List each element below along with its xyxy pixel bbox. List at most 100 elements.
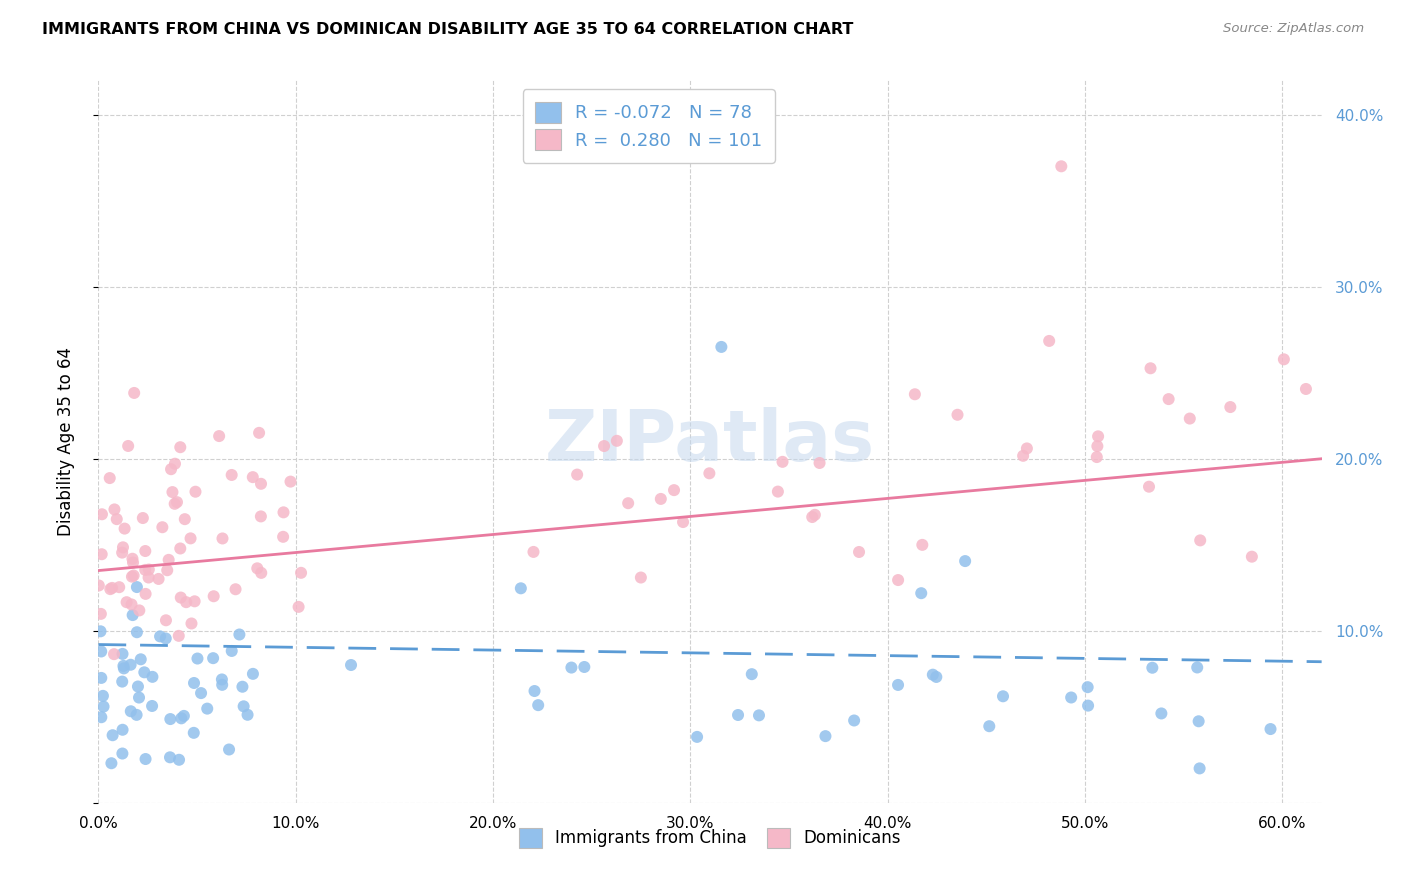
- Point: [1038, 334, 1060, 348]
- Point: [236, 707, 259, 722]
- Point: [1142, 661, 1164, 675]
- Point: [111, 723, 134, 737]
- Point: [686, 730, 709, 744]
- Point: [710, 340, 733, 354]
- Point: [560, 660, 582, 674]
- Point: [1178, 411, 1201, 425]
- Point: [228, 627, 250, 641]
- Point: [163, 497, 186, 511]
- Point: [91, 689, 114, 703]
- Point: [122, 556, 145, 570]
- Point: [112, 659, 135, 673]
- Point: [103, 647, 125, 661]
- Point: [90, 671, 112, 685]
- Point: [111, 747, 134, 761]
- Point: [167, 753, 190, 767]
- Text: Source: ZipAtlas.com: Source: ZipAtlas.com: [1223, 22, 1364, 36]
- Point: [741, 667, 763, 681]
- Point: [925, 670, 948, 684]
- Point: [167, 629, 190, 643]
- Point: [157, 553, 180, 567]
- Point: [132, 511, 155, 525]
- Point: [186, 651, 208, 665]
- Point: [122, 568, 145, 582]
- Point: [565, 467, 588, 482]
- Point: [250, 566, 273, 580]
- Point: [1139, 361, 1161, 376]
- Point: [183, 594, 205, 608]
- Point: [173, 709, 195, 723]
- Point: [280, 475, 302, 489]
- Point: [1050, 159, 1073, 173]
- Point: [1012, 449, 1035, 463]
- Point: [218, 742, 240, 756]
- Point: [1087, 429, 1109, 443]
- Point: [111, 674, 134, 689]
- Point: [290, 566, 312, 580]
- Point: [98, 582, 121, 596]
- Point: [105, 512, 128, 526]
- Point: [173, 512, 195, 526]
- Point: [159, 712, 181, 726]
- Point: [232, 699, 254, 714]
- Point: [134, 563, 156, 577]
- Point: [87, 578, 110, 592]
- Point: [170, 711, 193, 725]
- Point: [101, 728, 124, 742]
- Point: [180, 616, 202, 631]
- Point: [231, 680, 253, 694]
- Point: [202, 589, 225, 603]
- Point: [159, 750, 181, 764]
- Point: [630, 570, 652, 584]
- Point: [111, 546, 134, 560]
- Point: [90, 547, 112, 561]
- Point: [772, 455, 794, 469]
- Point: [128, 603, 150, 617]
- Point: [211, 532, 233, 546]
- Point: [149, 629, 172, 643]
- Y-axis label: Disability Age 35 to 64: Disability Age 35 to 64: [56, 347, 75, 536]
- Point: [246, 561, 269, 575]
- Point: [946, 408, 969, 422]
- Point: [801, 510, 824, 524]
- Point: [574, 660, 596, 674]
- Point: [117, 439, 139, 453]
- Point: [166, 495, 188, 509]
- Point: [141, 698, 163, 713]
- Point: [208, 429, 231, 443]
- Point: [921, 667, 943, 681]
- Point: [1272, 352, 1295, 367]
- Point: [202, 651, 225, 665]
- Point: [1188, 761, 1211, 775]
- Point: [842, 714, 865, 728]
- Point: [121, 551, 143, 566]
- Point: [1085, 450, 1108, 464]
- Point: [904, 387, 927, 401]
- Point: [221, 467, 243, 482]
- Point: [211, 673, 233, 687]
- Point: [120, 704, 142, 718]
- Point: [90, 644, 112, 658]
- Point: [111, 647, 134, 661]
- Point: [523, 684, 546, 698]
- Point: [1085, 439, 1108, 453]
- Point: [121, 569, 143, 583]
- Point: [979, 719, 1001, 733]
- Point: [1240, 549, 1263, 564]
- Point: [122, 386, 145, 401]
- Point: [121, 608, 143, 623]
- Point: [129, 652, 152, 666]
- Point: [340, 658, 363, 673]
- Point: [120, 657, 142, 672]
- Point: [115, 595, 138, 609]
- Point: [1295, 382, 1317, 396]
- Point: [250, 509, 273, 524]
- Point: [527, 698, 550, 713]
- Point: [174, 595, 197, 609]
- Point: [1157, 392, 1180, 406]
- Text: ZIPatlas: ZIPatlas: [546, 407, 875, 476]
- Point: [183, 726, 205, 740]
- Point: [273, 505, 295, 519]
- Legend: Immigrants from China, Dominicans: Immigrants from China, Dominicans: [510, 820, 910, 856]
- Point: [1077, 680, 1099, 694]
